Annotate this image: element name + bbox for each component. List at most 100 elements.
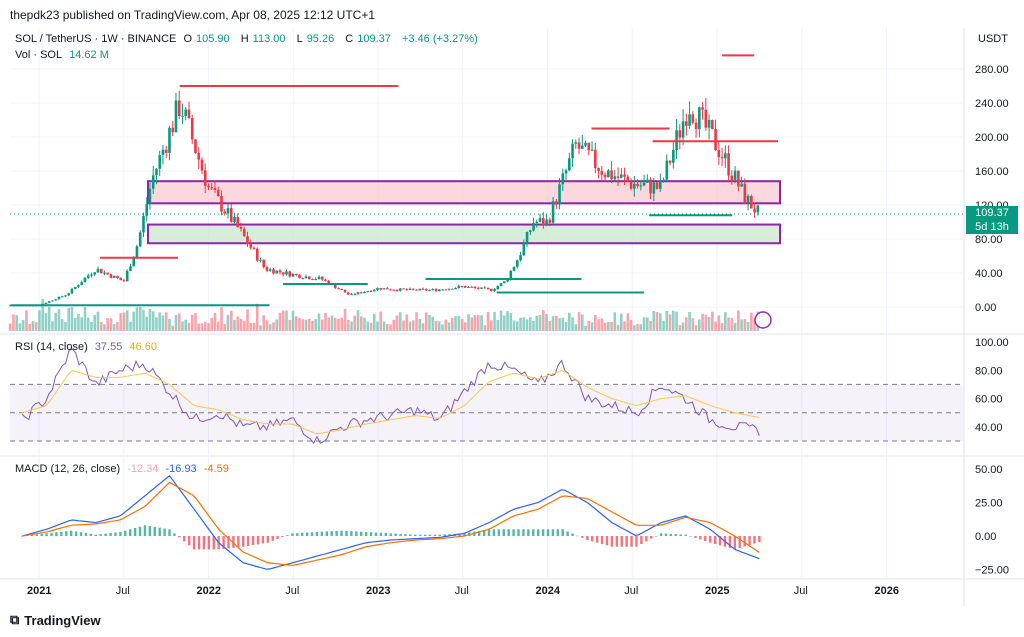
candle-body	[60, 296, 64, 298]
volume-legend[interactable]: Vol · SOL 14.62 M	[15, 49, 113, 61]
candle-body	[145, 204, 149, 216]
macd-hist-bar	[178, 536, 181, 538]
volume-bar	[327, 317, 331, 331]
volume-bar	[255, 303, 259, 331]
volume-bar	[662, 320, 665, 331]
time-axis-label: 2023	[366, 585, 390, 597]
macd-hist-bar	[79, 532, 83, 536]
candle-body	[379, 288, 383, 290]
macd-hist-bar	[360, 531, 363, 536]
candle-body	[587, 142, 591, 151]
candle-body	[737, 170, 740, 187]
candle-body	[421, 288, 425, 290]
candle-body	[603, 174, 607, 178]
macd-hist-bar	[463, 533, 466, 536]
candle-body	[558, 184, 561, 205]
price-tick-label: 280.00	[975, 64, 1009, 76]
candle-body	[457, 285, 461, 289]
macd-hist-bar	[187, 536, 191, 546]
volume-bar	[41, 298, 44, 331]
volume-bar	[324, 312, 327, 331]
rsi-legend[interactable]: RSI (14, close) 37.55 46.60	[15, 341, 161, 353]
volume-bar	[431, 316, 435, 331]
candle-body	[278, 270, 282, 273]
candle-body	[285, 271, 288, 275]
macd-hist-bar	[94, 534, 97, 536]
volume-bar	[711, 311, 714, 331]
volume-bar	[597, 319, 600, 331]
volume-bar	[304, 319, 308, 331]
macd-hist-bar	[507, 529, 510, 536]
volume-bar	[532, 320, 535, 331]
macd-hist-bar	[237, 536, 240, 548]
volume-bar	[77, 313, 80, 331]
candle-body	[639, 185, 643, 187]
volume-bar	[301, 319, 305, 331]
candle-body	[327, 280, 331, 285]
volume-bar	[558, 318, 561, 331]
macd-hist-bar	[404, 534, 407, 536]
watermark-text: TradingView	[24, 612, 101, 628]
macd-legend[interactable]: MACD (12, 26, close) -12.34 -16.93 -4.59	[15, 463, 233, 475]
macd-hist-bar	[419, 534, 422, 536]
candle-body	[142, 215, 145, 233]
volume-bar	[246, 309, 249, 331]
volume-bar	[473, 315, 477, 331]
candle-body	[246, 236, 249, 244]
candle-body	[688, 114, 691, 126]
macd-hist-bar	[207, 536, 211, 550]
candle-body	[698, 107, 701, 130]
candle-body	[437, 289, 441, 292]
candle-body	[502, 281, 506, 284]
macd-hist-bar	[664, 533, 668, 536]
candle-body	[353, 293, 357, 295]
candle-body	[402, 288, 405, 290]
candle-body	[96, 268, 100, 273]
alert-icon	[754, 311, 772, 329]
candle-body	[691, 114, 695, 123]
macd-hist-bar	[561, 529, 564, 536]
countdown: 5d 13h	[975, 221, 1009, 233]
candle-body	[262, 259, 266, 268]
currency-label[interactable]: USDT	[978, 33, 1008, 45]
volume-bar	[223, 323, 227, 331]
macd-hist-bar	[487, 529, 491, 536]
volume-bar	[125, 310, 129, 331]
macd-hist-bar	[625, 536, 628, 547]
volume-bar	[239, 318, 243, 331]
candle-body	[707, 119, 711, 128]
candle-body	[480, 287, 483, 289]
volume-bar	[200, 323, 204, 331]
volume-bar	[454, 316, 457, 331]
volume-bar	[109, 318, 113, 331]
macd-hist-bar	[242, 536, 245, 547]
candle-body	[411, 288, 415, 290]
candle-body	[93, 272, 97, 275]
candle-body	[454, 288, 457, 290]
tradingview-logo[interactable]: ⧉ TradingView	[10, 612, 101, 628]
volume-bar	[730, 318, 734, 331]
candle-body	[226, 208, 230, 214]
volume-bar	[116, 322, 119, 331]
candle-body	[701, 107, 704, 110]
time-axis-label: Jul	[116, 585, 130, 597]
macd-hist-bar	[640, 536, 643, 545]
volume-bar	[408, 321, 412, 331]
candle-body	[515, 260, 519, 267]
macd-hist-bar	[743, 536, 746, 547]
volume-bar	[555, 315, 558, 331]
candle-body	[581, 145, 584, 149]
volume-bar	[181, 321, 184, 331]
macd-hist-bar	[183, 536, 186, 542]
volume-bar	[268, 324, 272, 331]
candle-body	[450, 288, 454, 290]
volume-bar	[307, 318, 311, 331]
rsi-label: RSI (14, close)	[15, 341, 88, 353]
macd-hist-bar	[335, 530, 338, 536]
macd-hist-bar	[315, 531, 319, 536]
candle-body	[561, 173, 565, 185]
volume-bar	[151, 311, 155, 331]
candle-body	[67, 293, 70, 296]
